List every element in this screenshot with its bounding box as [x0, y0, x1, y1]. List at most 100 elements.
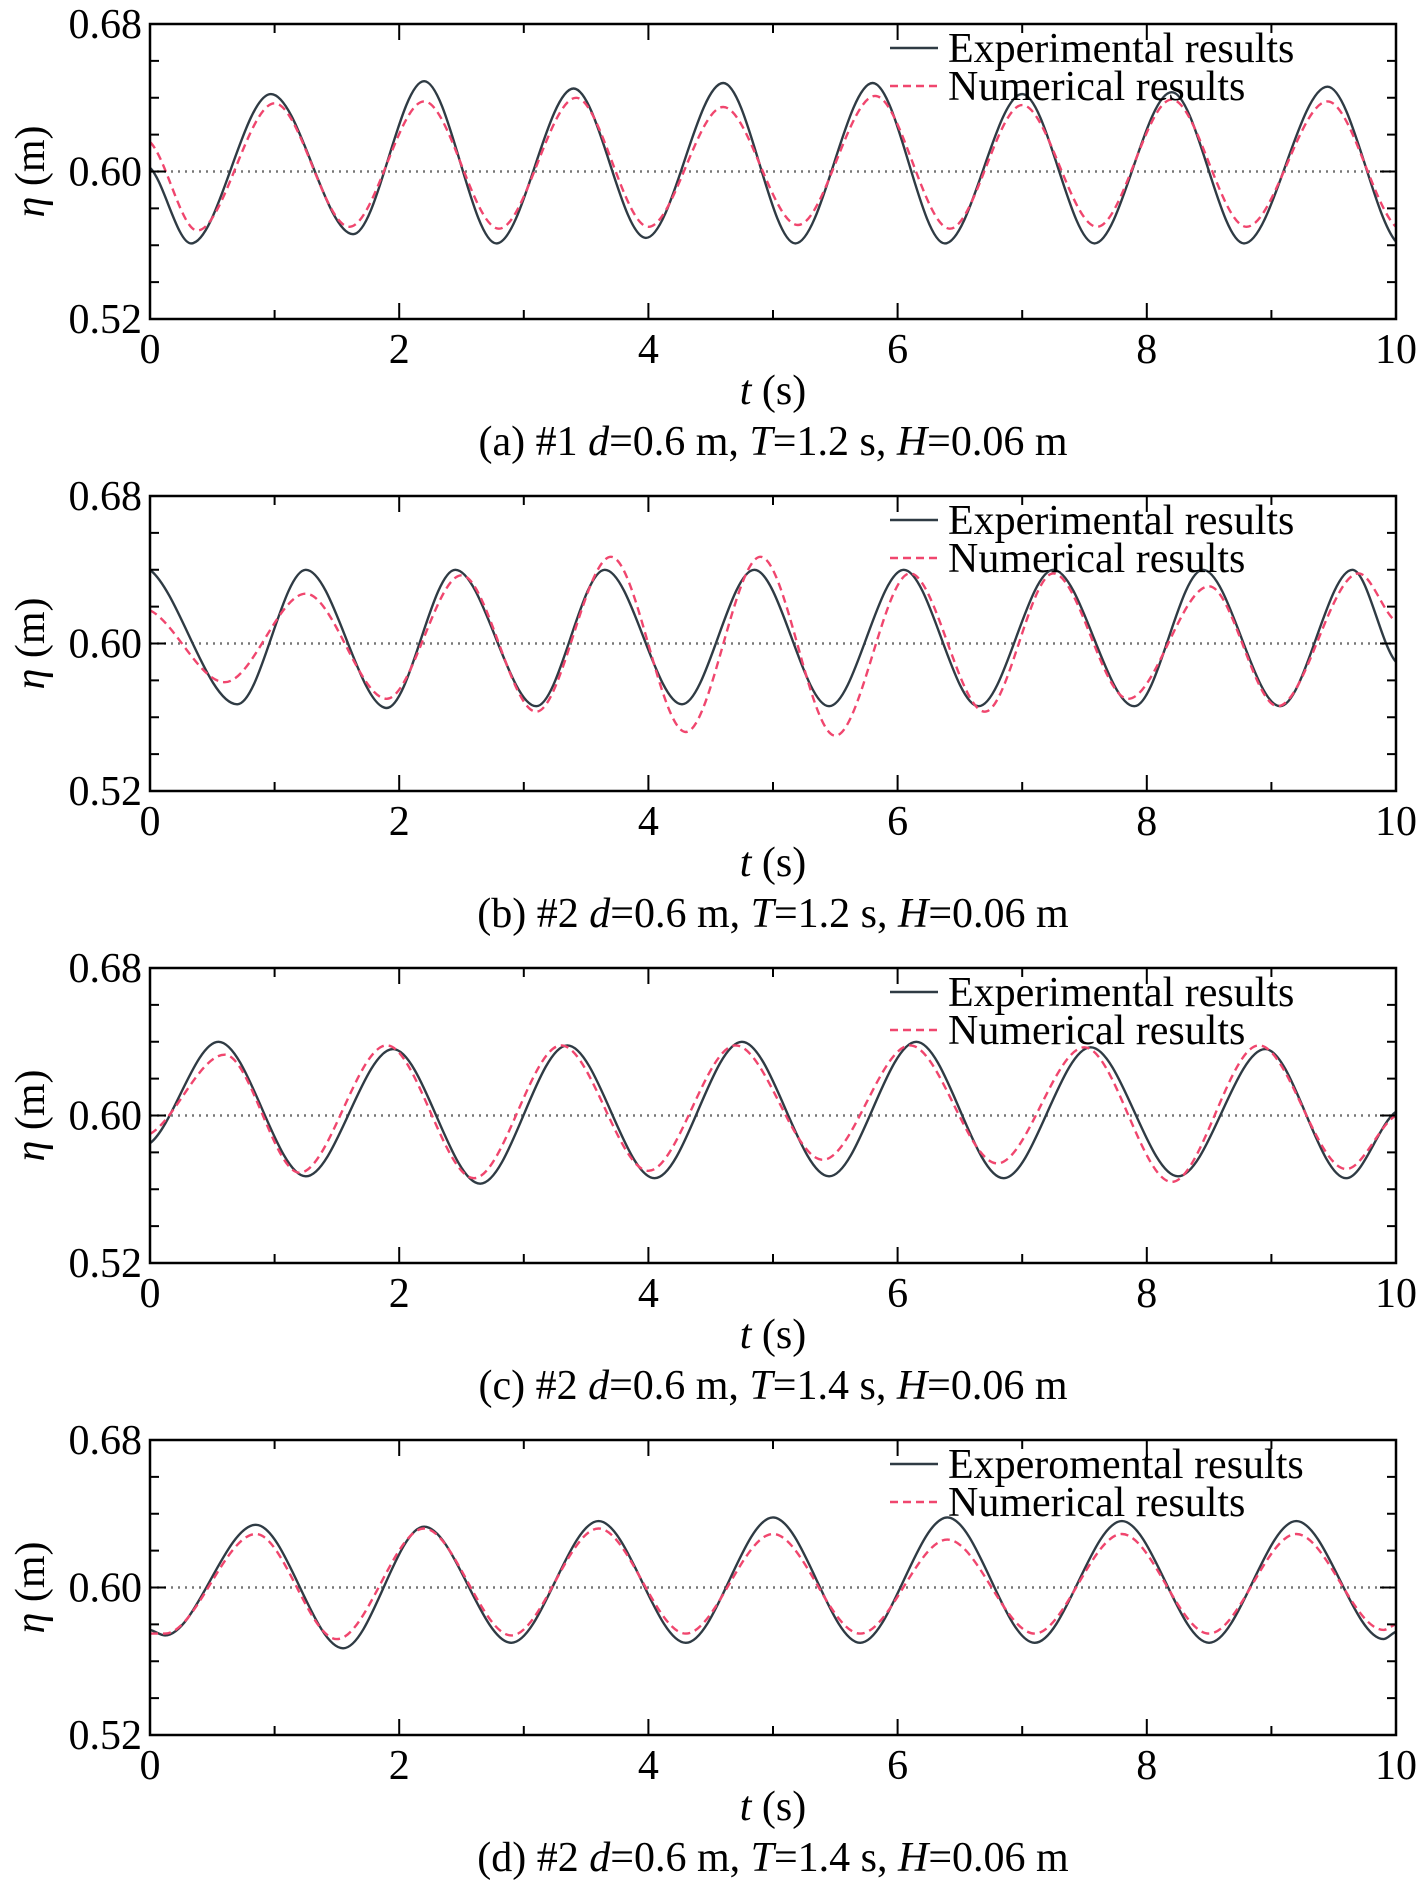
y-tick-label: 0.52	[69, 1241, 143, 1287]
x-tick-label: 6	[887, 1743, 908, 1789]
caption-part: =1.4 s,	[774, 1835, 898, 1881]
y-tick-label: 0.60	[69, 1094, 143, 1140]
panel-caption: (a) #1 d=0.6 m, T=1.2 s, H=0.06 m	[478, 419, 1067, 465]
legend-label: Numerical results	[948, 64, 1245, 110]
x-tick-label: 10	[1375, 327, 1417, 373]
caption-part: H	[896, 1363, 930, 1409]
x-tick-label: 4	[638, 327, 659, 373]
y-tick-label: 0.60	[69, 150, 143, 196]
x-axis-unit: (s)	[751, 1784, 806, 1830]
numerical-series-line	[150, 1527, 1396, 1641]
x-axis-unit: (s)	[751, 368, 806, 414]
x-tick-label: 6	[887, 799, 908, 845]
legend-label: Experimental results	[948, 26, 1294, 72]
x-tick-label: 4	[638, 799, 659, 845]
x-tick-label: 0	[140, 799, 161, 845]
x-axis-symbol: t	[740, 1312, 753, 1358]
caption-part: d	[588, 1363, 610, 1409]
x-tick-label: 8	[1136, 1743, 1157, 1789]
y-axis-label: η (m)	[8, 1542, 54, 1634]
caption-part: =0.06 m	[928, 1835, 1069, 1881]
y-tick-label: 0.68	[69, 474, 143, 520]
y-axis-symbol: η	[8, 669, 54, 690]
x-tick-label: 4	[638, 1743, 659, 1789]
x-tick-label: 2	[389, 799, 410, 845]
caption-part: H	[897, 891, 931, 937]
y-axis-unit: (m)	[8, 1070, 54, 1141]
panel-caption: (b) #2 d=0.6 m, T=1.2 s, H=0.06 m	[477, 891, 1069, 937]
chart-panel-3: 0 2 4 6 8 100.520.600.68η (m)t (s)(c) #2 d=0.…	[8, 946, 1417, 1409]
x-axis-symbol: t	[740, 368, 753, 414]
experimental-series-line	[150, 1040, 1396, 1185]
y-axis-unit: (m)	[8, 126, 54, 197]
y-axis-label: η (m)	[8, 1070, 54, 1162]
legend-label: Experimental results	[948, 498, 1294, 544]
numerical-series-line	[150, 555, 1396, 737]
y-tick-label: 0.68	[69, 2, 143, 48]
x-axis-symbol: t	[740, 840, 753, 886]
y-tick-label: 0.52	[69, 769, 143, 815]
caption-part: H	[897, 1835, 931, 1881]
legend-label: Experimental results	[948, 970, 1294, 1016]
experimental-series-line	[150, 79, 1396, 245]
x-tick-label: 2	[389, 327, 410, 373]
caption-part: T	[751, 891, 777, 937]
caption-part: (b) #2	[477, 891, 589, 937]
caption-part: H	[896, 419, 930, 465]
x-axis-label: t (s)	[740, 368, 807, 414]
caption-part: =0.6 m,	[610, 1835, 750, 1881]
legend-label: Numerical results	[948, 1008, 1245, 1054]
x-tick-label: 6	[887, 327, 908, 373]
x-axis-label: t (s)	[740, 840, 807, 886]
x-axis-unit: (s)	[751, 840, 806, 886]
x-tick-label: 0	[140, 1743, 161, 1789]
y-axis-label: η (m)	[8, 598, 54, 690]
caption-part: =0.06 m	[927, 1363, 1068, 1409]
legend-label: Experomental results	[948, 1442, 1304, 1488]
caption-part: (c) #2	[478, 1363, 588, 1409]
caption-part: =1.2 s,	[773, 419, 897, 465]
x-tick-label: 10	[1375, 1743, 1417, 1789]
x-tick-label: 2	[389, 1743, 410, 1789]
x-axis-label: t (s)	[740, 1312, 807, 1358]
panel-caption: (d) #2 d=0.6 m, T=1.4 s, H=0.06 m	[477, 1835, 1069, 1881]
chart-panel-4: 0 2 4 6 8 100.520.600.68η (m)t (s)(d) #2 d=0.…	[8, 1418, 1417, 1881]
caption-part: =1.2 s,	[774, 891, 898, 937]
x-tick-label: 2	[389, 1271, 410, 1317]
experimental-series-line	[150, 1516, 1396, 1650]
y-axis-symbol: η	[8, 1613, 54, 1634]
legend-label: Numerical results	[948, 1480, 1245, 1526]
caption-part: =0.06 m	[928, 891, 1069, 937]
legend-label: Numerical results	[948, 536, 1245, 582]
y-tick-label: 0.68	[69, 946, 143, 992]
chart-panel-2: 0 2 4 6 8 100.520.600.68η (m)t (s)(b) #2 d=0.…	[8, 474, 1417, 937]
x-tick-label: 10	[1375, 1271, 1417, 1317]
caption-part: T	[749, 1363, 775, 1409]
x-axis-symbol: t	[740, 1784, 753, 1830]
y-axis-unit: (m)	[8, 1542, 54, 1613]
x-axis-label: t (s)	[740, 1784, 807, 1830]
x-axis-unit: (s)	[751, 1312, 806, 1358]
caption-part: d	[588, 419, 610, 465]
y-tick-label: 0.52	[69, 1713, 143, 1759]
x-tick-label: 6	[887, 1271, 908, 1317]
x-tick-label: 8	[1136, 327, 1157, 373]
caption-part: =1.4 s,	[773, 1363, 897, 1409]
caption-part: T	[749, 419, 775, 465]
y-tick-label: 0.68	[69, 1418, 143, 1464]
caption-part: (d) #2	[477, 1835, 589, 1881]
x-tick-label: 0	[140, 327, 161, 373]
y-axis-label: η (m)	[8, 126, 54, 218]
chart-panel-1: 0 2 4 6 8 100.520.600.68η (m)t (s)(a) #1 d=0.…	[8, 2, 1417, 465]
x-tick-label: 10	[1375, 799, 1417, 845]
x-tick-label: 8	[1136, 1271, 1157, 1317]
caption-part: d	[589, 1835, 611, 1881]
caption-part: =0.6 m,	[609, 419, 749, 465]
y-axis-unit: (m)	[8, 598, 54, 669]
caption-part: =0.6 m,	[610, 891, 750, 937]
x-tick-label: 0	[140, 1271, 161, 1317]
numerical-series-line	[150, 1044, 1396, 1184]
caption-part: =0.6 m,	[609, 1363, 749, 1409]
panel-caption: (c) #2 d=0.6 m, T=1.4 s, H=0.06 m	[478, 1363, 1067, 1409]
